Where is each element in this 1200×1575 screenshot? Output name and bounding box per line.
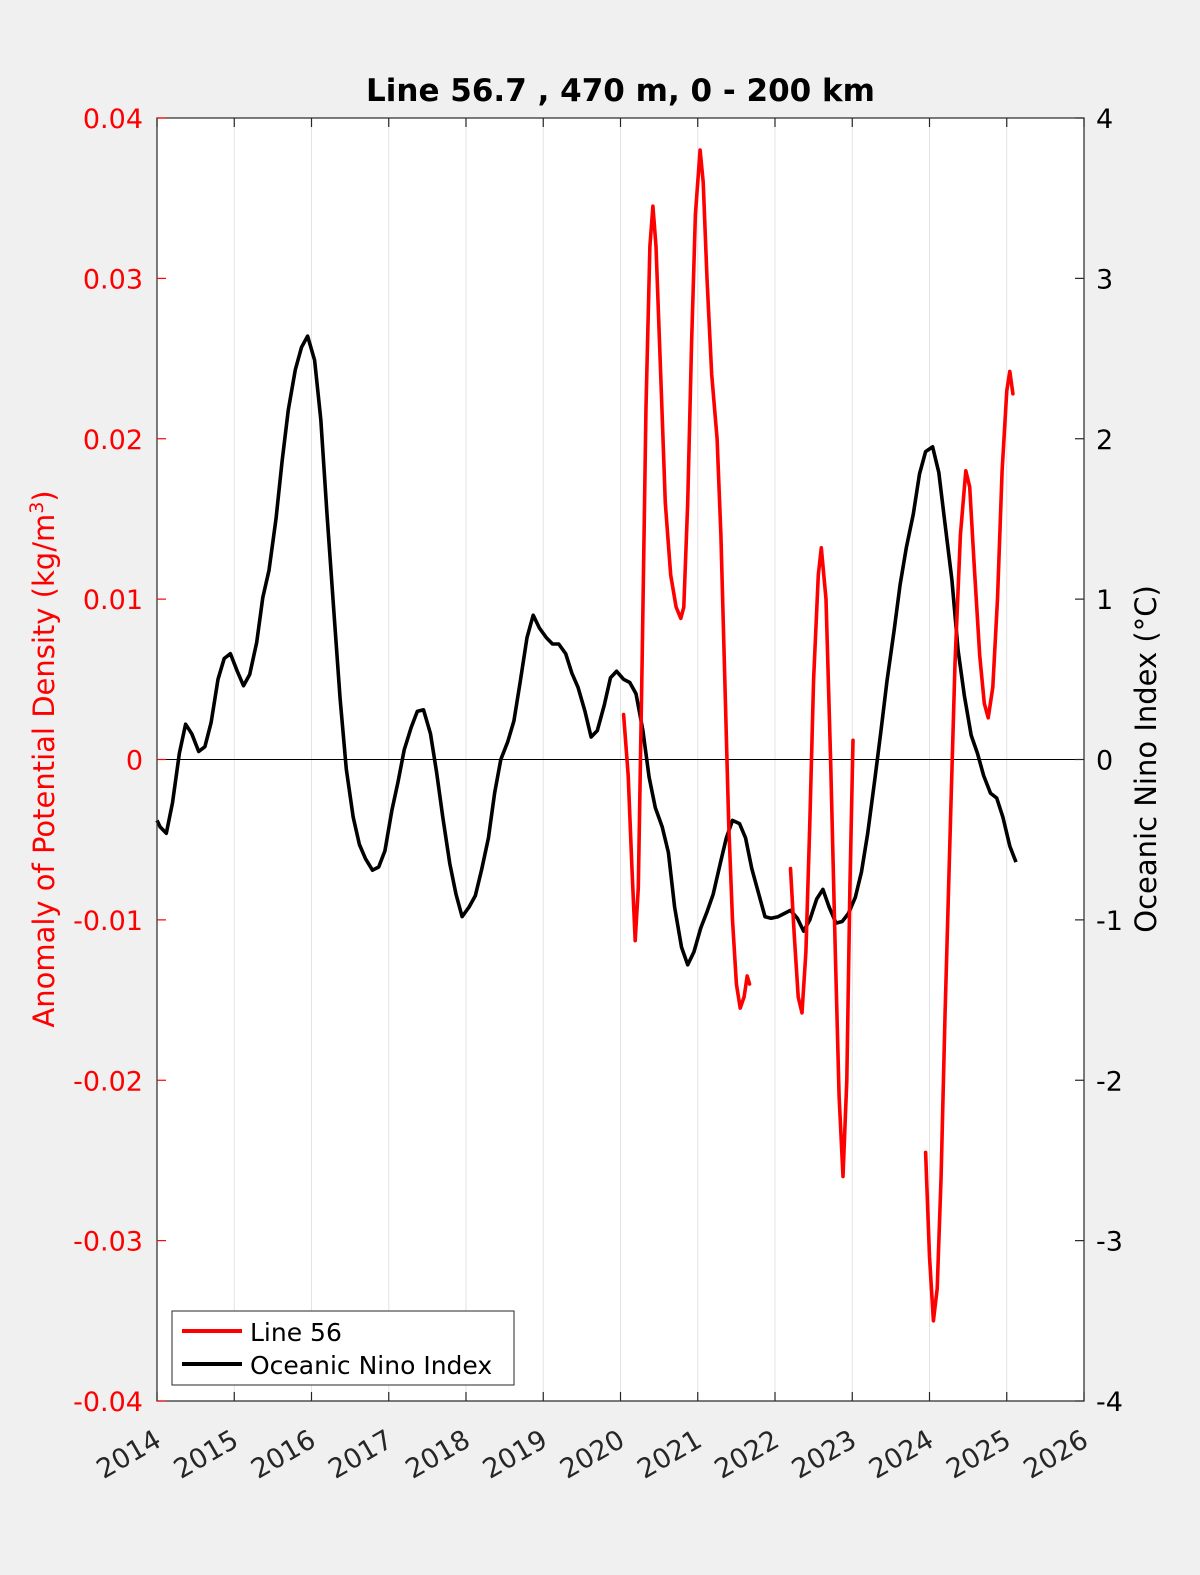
y-right-tick-label-2: 2 (1096, 425, 1113, 456)
y-left-tick-label-7: -0.03 (73, 1227, 143, 1258)
y-right-tick-label-5: -1 (1096, 906, 1123, 937)
legend: Line 56 Oceanic Nino Index (171, 1310, 515, 1386)
x-tick-label-2020: 2020 (555, 1424, 630, 1485)
x-tick-label-2017: 2017 (323, 1424, 398, 1485)
y-right-tick-label-0: 4 (1096, 104, 1113, 135)
x-tick-label-2024: 2024 (864, 1424, 939, 1485)
series-line56-segment-0 (621, 148, 752, 1010)
y-right-tick-label-4: 0 (1096, 746, 1113, 777)
x-tick-label-2015: 2015 (169, 1424, 244, 1485)
y-right-tick-label-7: -3 (1096, 1227, 1123, 1258)
series-oceanic-nino-index (155, 334, 1018, 967)
x-tick-label-2018: 2018 (400, 1424, 475, 1485)
x-tick-label-2014: 2014 (91, 1424, 166, 1485)
x-tick-label-2016: 2016 (246, 1424, 321, 1485)
x-tick-label-2019: 2019 (478, 1424, 553, 1485)
left-axis-label: Anomaly of Potential Density (kg/m3) (26, 490, 61, 1027)
x-tick-label-2021: 2021 (632, 1424, 707, 1485)
y-left-tick-label-2: 0.02 (83, 425, 143, 456)
x-tick-label-2022: 2022 (709, 1424, 784, 1485)
series-line56-segment-1 (788, 545, 855, 1179)
chart-title: Line 56.7 , 470 m, 0 - 200 km (366, 73, 875, 109)
right-axis-label: Oceanic Nino Index (°C) (1129, 585, 1163, 933)
y-right-tick-label-8: -4 (1096, 1387, 1123, 1418)
legend-label-line56: Line 56 (250, 1318, 342, 1347)
series-layer (155, 148, 1018, 1323)
y-left-tick-label-6: -0.02 (73, 1066, 143, 1097)
y-left-tick-label-0: 0.04 (83, 104, 143, 135)
x-tick-label-2026: 2026 (1018, 1424, 1093, 1485)
legend-label-oni: Oceanic Nino Index (250, 1351, 492, 1380)
x-tick-label-2025: 2025 (941, 1424, 1016, 1485)
y-right-tick-label-6: -2 (1096, 1066, 1123, 1097)
y-left-tick-label-4: 0 (126, 746, 143, 777)
y-left-tick-label-5: -0.01 (73, 906, 143, 937)
y-left-tick-label-1: 0.03 (83, 264, 143, 295)
x-tick-label-2023: 2023 (787, 1424, 862, 1485)
left-axis-label-text: Anomaly of Potential Density (kg/m (27, 514, 61, 1028)
y-left-tick-label-3: 0.01 (83, 585, 143, 616)
legend-box (171, 1310, 515, 1386)
y-right-tick-label-1: 3 (1096, 264, 1113, 295)
y-left-tick-label-8: -0.04 (73, 1387, 143, 1418)
left-axis-label-close: ) (27, 490, 61, 501)
series-line56-segment-2 (923, 369, 1015, 1323)
y-right-tick-label-3: 1 (1096, 585, 1113, 616)
left-axis-label-superscript: 3 (26, 502, 48, 514)
